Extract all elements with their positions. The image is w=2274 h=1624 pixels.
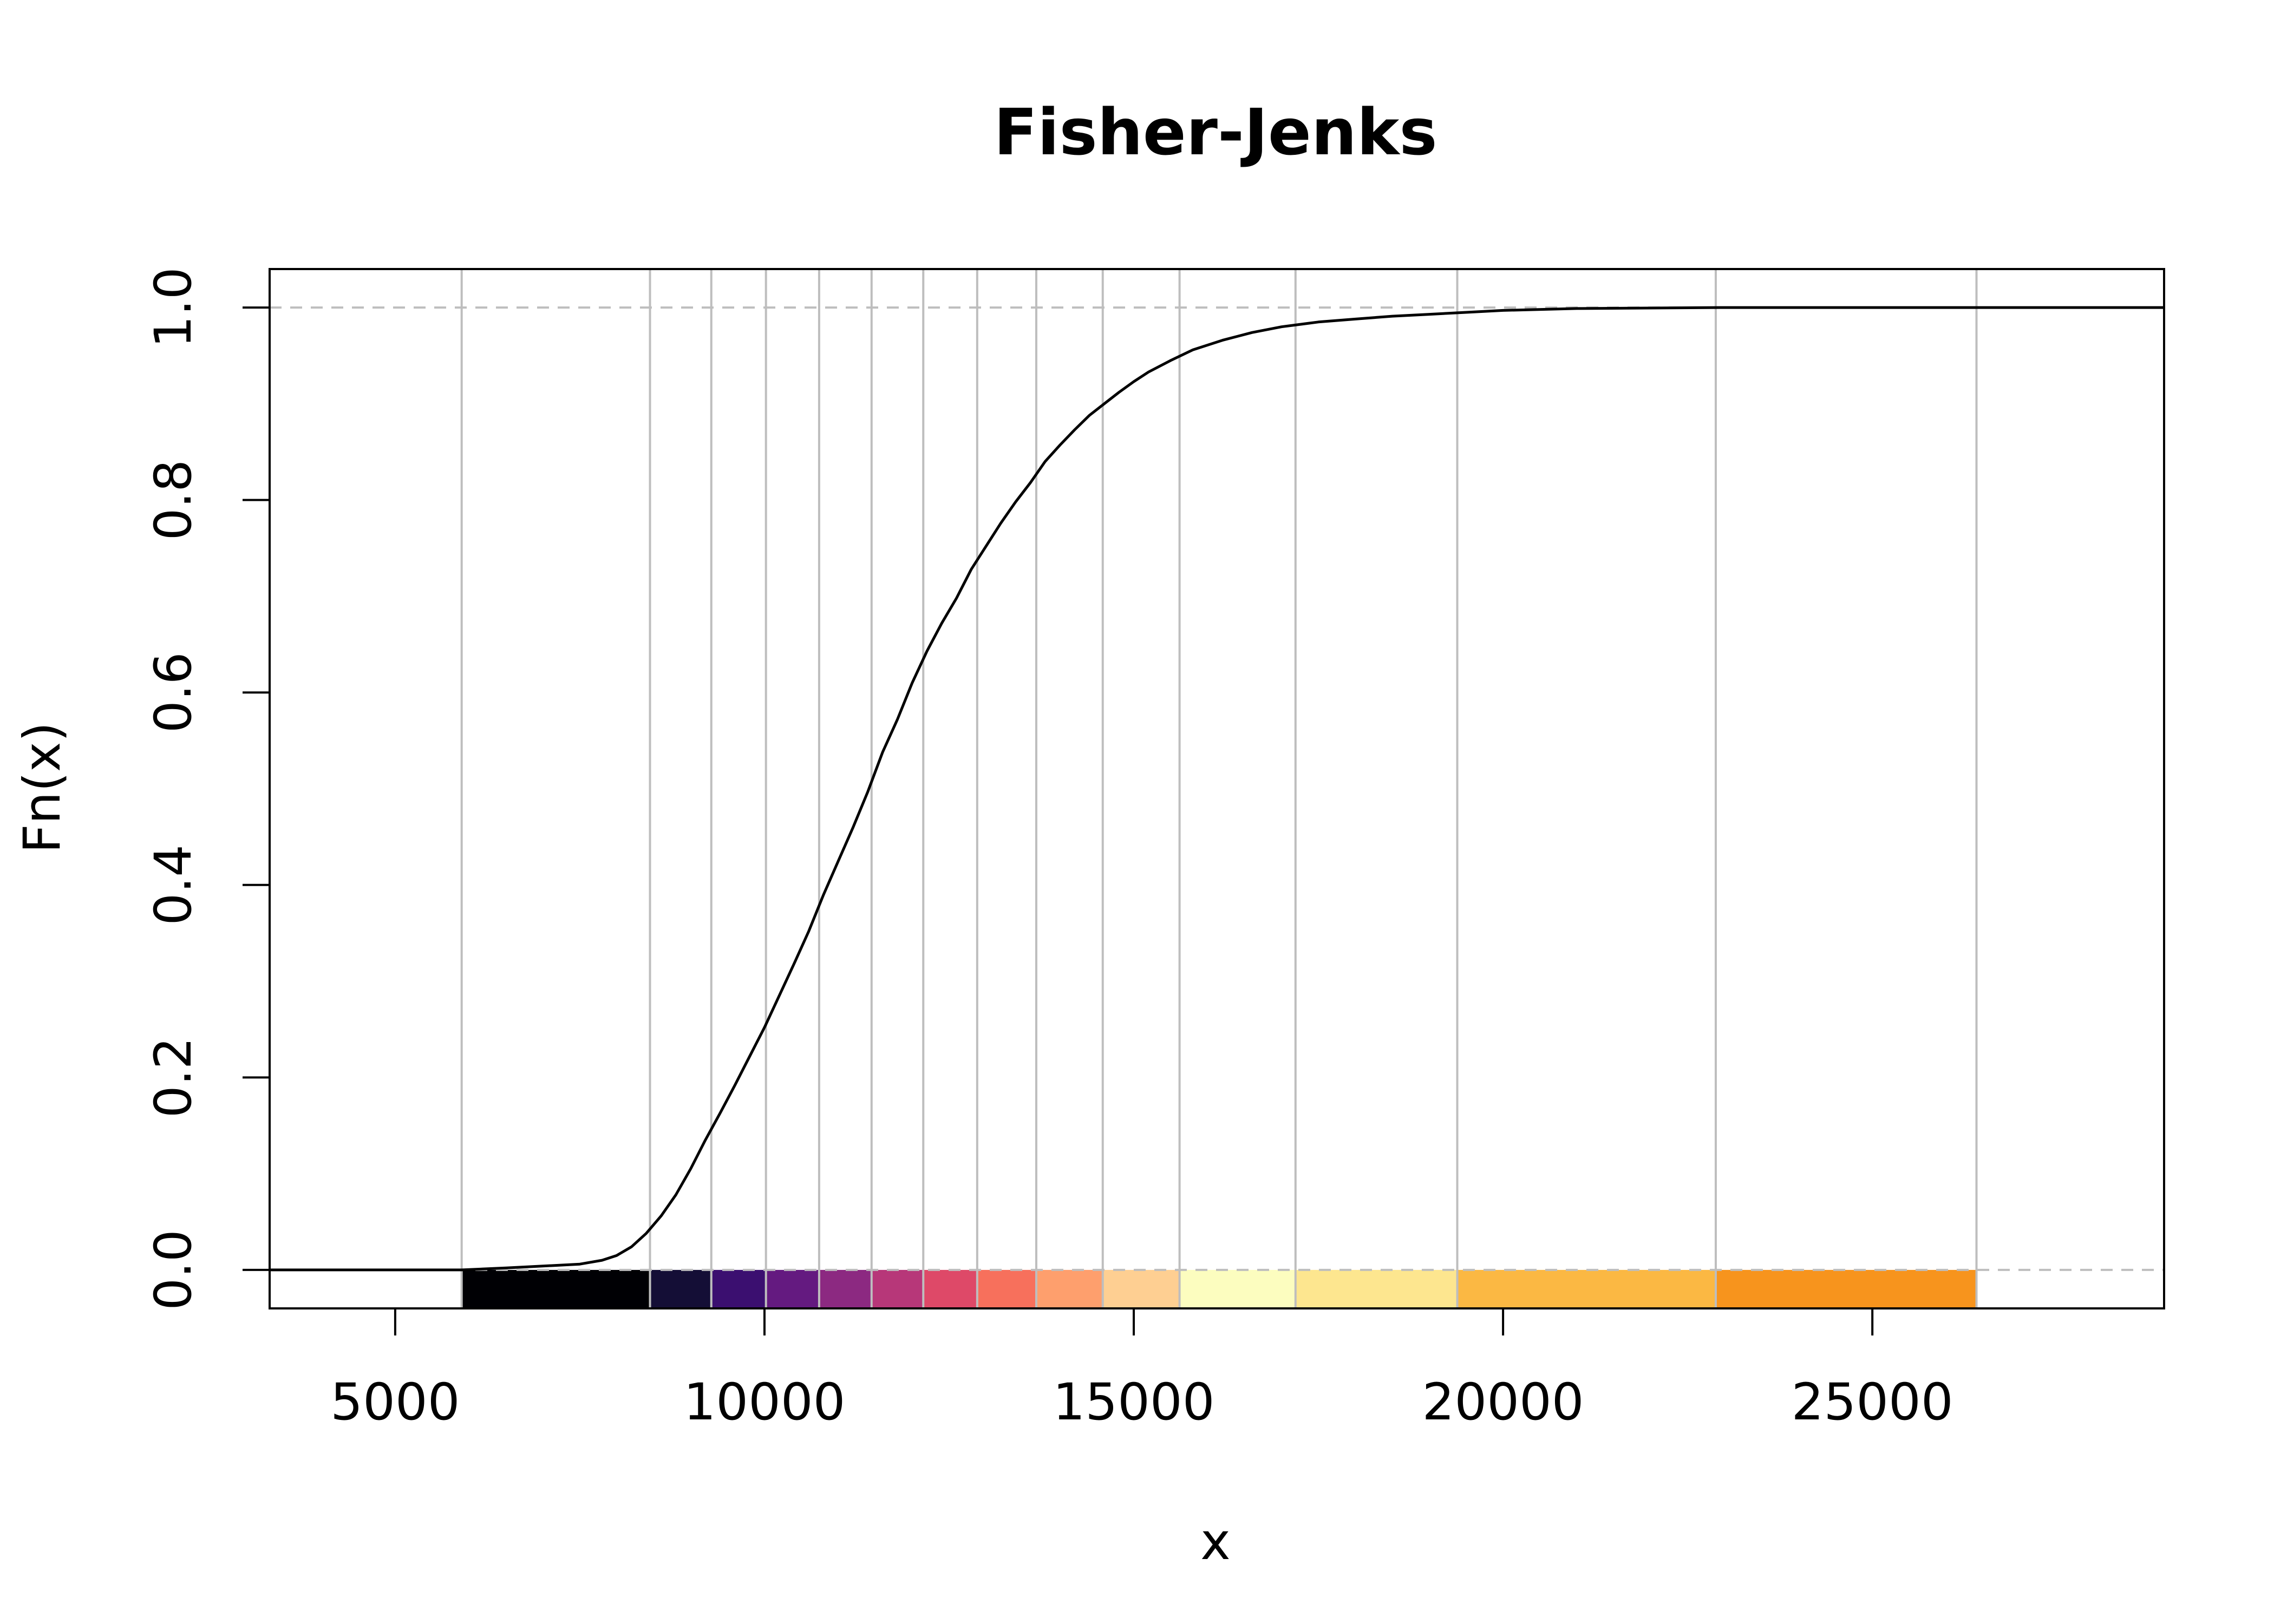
y-tick-label: 0.4	[144, 844, 203, 926]
class-band	[1102, 1269, 1180, 1308]
y-tick-label: 1.0	[144, 267, 203, 348]
y-axis-label: Fn(x)	[13, 722, 72, 854]
class-band	[1179, 1269, 1296, 1308]
class-band	[871, 1269, 924, 1308]
class-band	[1715, 1269, 1977, 1308]
plot-frame	[269, 268, 2165, 1309]
class-band	[766, 1269, 819, 1308]
ecdf-line	[270, 306, 2164, 1272]
y-tick-label: 0.2	[144, 1037, 203, 1118]
class-band	[977, 1269, 1036, 1308]
class-band	[1457, 1269, 1716, 1308]
x-tick-label: 20000	[1422, 1373, 1584, 1432]
x-tick-label: 15000	[1053, 1373, 1215, 1432]
x-tick-label: 10000	[683, 1373, 845, 1432]
x-axis-label: x	[1200, 1512, 1231, 1571]
class-band	[1036, 1269, 1103, 1308]
y-tick-label: 0.8	[144, 460, 203, 541]
chart-title: Fisher-Jenks	[994, 95, 1437, 169]
class-band	[923, 1269, 977, 1308]
x-tick-label: 5000	[330, 1373, 460, 1432]
class-band	[650, 1269, 711, 1308]
plot-area: 5000 10000 15000 20000 25000 0.0 0.2 0.4 0.6 0.8 1…	[144, 267, 2165, 1432]
x-tick-label: 25000	[1792, 1373, 1953, 1432]
class-band	[1295, 1269, 1458, 1308]
y-tick-label: 0.0	[144, 1229, 203, 1311]
y-tick-label: 0.6	[144, 652, 203, 733]
class-band	[711, 1269, 766, 1308]
class-band	[461, 1269, 650, 1308]
class-band	[819, 1269, 872, 1308]
